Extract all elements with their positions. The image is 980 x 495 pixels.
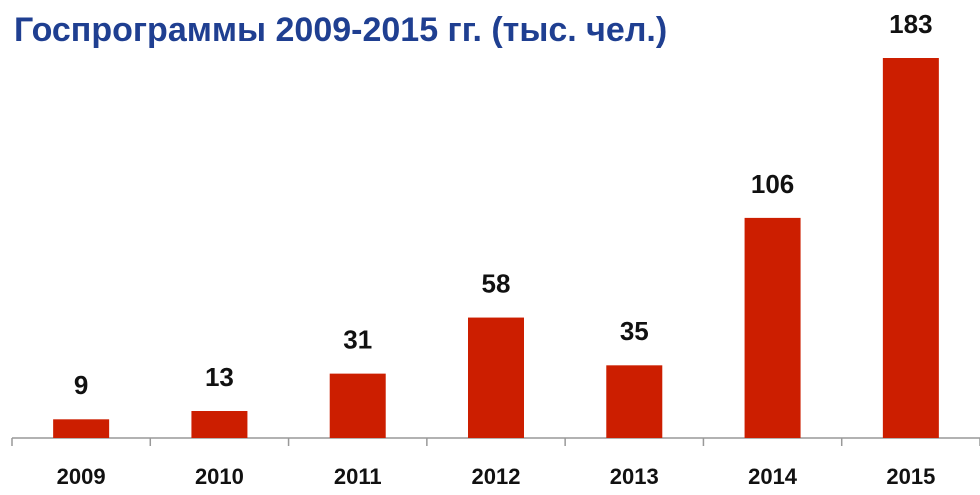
x-tick-label: 2011 [334, 464, 382, 489]
value-label: 31 [343, 325, 372, 355]
value-label: 13 [205, 362, 234, 392]
x-tick-label: 2013 [610, 464, 659, 489]
x-tick-label: 2015 [886, 464, 935, 489]
value-label: 183 [889, 9, 932, 39]
value-label: 106 [751, 169, 794, 199]
value-label: 58 [482, 268, 511, 298]
value-label: 35 [620, 316, 649, 346]
x-tick-label: 2010 [195, 464, 244, 489]
x-tick-label: 2009 [57, 464, 106, 489]
bar [53, 419, 110, 438]
bar [329, 373, 386, 438]
bar [606, 365, 663, 438]
chart-title: Госпрограммы 2009-2015 гг. (тыс. чел.) [14, 11, 667, 49]
x-tick-label: 2012 [472, 464, 521, 489]
bar [744, 217, 801, 438]
bar [882, 58, 939, 438]
x-tick-label: 2014 [748, 464, 798, 489]
bar [468, 317, 524, 438]
value-label: 9 [74, 370, 88, 400]
bar [191, 411, 248, 438]
